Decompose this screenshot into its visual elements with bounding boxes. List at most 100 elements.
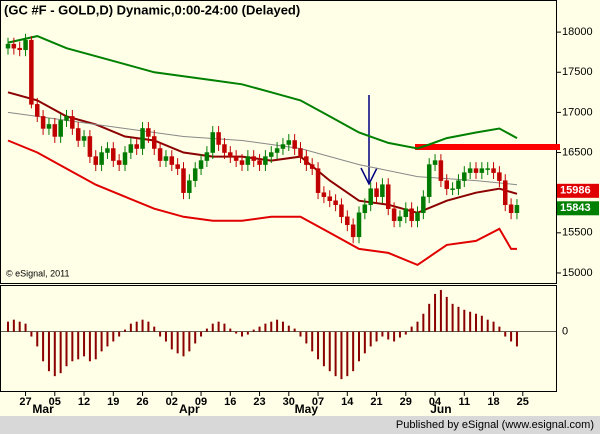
candle-body (432, 160, 438, 165)
histogram-bar (457, 306, 460, 332)
candle-body (368, 188, 373, 205)
month-label: May (295, 402, 319, 416)
candle-body (292, 140, 297, 149)
candle-body (497, 172, 502, 181)
candle-body (426, 164, 432, 197)
band-value-label-box (557, 183, 599, 198)
histogram-bar (223, 323, 226, 332)
candle-body (397, 216, 403, 222)
histogram-bar (463, 309, 466, 332)
candle-body (99, 152, 104, 165)
histogram-bar (164, 331, 167, 342)
histogram-bar (387, 331, 390, 340)
candle-body (75, 128, 81, 141)
candle-body (456, 180, 461, 189)
histogram-bar (486, 319, 489, 332)
candle-body (192, 168, 198, 181)
histogram-bar (322, 331, 325, 367)
candle-body (204, 152, 210, 161)
histogram-bar (30, 331, 33, 337)
candle-body (245, 156, 251, 165)
histogram-bar (42, 331, 45, 362)
candle-body (157, 148, 163, 161)
candle-body (181, 168, 186, 193)
histogram-bar (358, 331, 360, 362)
candle-body (216, 132, 221, 145)
candle-body (257, 160, 262, 165)
y-tick-label: 17500 (562, 66, 593, 78)
candle-body (473, 168, 479, 173)
histogram-bar (404, 331, 407, 335)
candle-body (87, 136, 93, 157)
candle-body (304, 156, 309, 165)
x-tick-label: 26 (136, 396, 148, 408)
histogram-bar (480, 315, 483, 332)
histogram-bar (94, 331, 97, 360)
candle-body (508, 204, 514, 214)
candle-body (228, 152, 233, 157)
histogram-bar (369, 331, 372, 347)
x-tick-label: 23 (253, 396, 265, 408)
candle-body (210, 132, 215, 153)
candle-body (40, 116, 46, 129)
month-label: Jun (430, 402, 451, 416)
candle-body (122, 152, 128, 165)
candle-body (514, 205, 520, 214)
histogram-bar (317, 331, 320, 360)
candle-body (380, 184, 385, 197)
candle-body (421, 196, 426, 214)
band-value-label: 15986 (560, 185, 591, 197)
histogram-bar (492, 321, 495, 332)
histogram-bar (59, 331, 62, 374)
histogram-bar (451, 303, 454, 332)
histogram-bar (65, 331, 68, 367)
candle-body (64, 116, 69, 121)
candle-body (93, 156, 98, 165)
histogram-bar (287, 325, 290, 332)
histogram-bar (188, 331, 191, 352)
histogram-bar (205, 328, 208, 332)
histogram-bar (422, 313, 425, 332)
histogram-bar (469, 311, 472, 332)
histogram-bar (276, 319, 279, 332)
histogram-bar (311, 331, 314, 352)
histogram-bar (141, 319, 144, 332)
publisher: Published by eSignal (www.esignal.com) (396, 419, 594, 431)
histogram-bar (252, 329, 255, 332)
candle-body (479, 168, 485, 173)
arrow-head (360, 167, 378, 186)
x-tick-label: 30 (283, 396, 295, 408)
candle-body (391, 208, 397, 222)
histogram-bar (53, 331, 56, 377)
candle-body (52, 124, 58, 137)
histogram-bar (334, 331, 337, 377)
candle-body (339, 204, 344, 218)
histogram-bar (159, 331, 162, 337)
candle-body (11, 43, 17, 49)
histogram-bar (510, 331, 513, 342)
histogram-bar (182, 331, 185, 357)
candle-body (298, 148, 303, 157)
candle-body (362, 204, 368, 214)
histogram-bar (305, 331, 308, 344)
y-tick-label: 15500 (562, 227, 593, 239)
y-tick-label: 17000 (562, 106, 593, 118)
candle-body (175, 164, 180, 169)
histogram-bar (504, 331, 507, 337)
histogram-bar (211, 323, 214, 332)
histogram-bar (241, 331, 243, 337)
month-label: Mar (32, 402, 54, 416)
histogram-bar (71, 331, 74, 362)
x-tick-label: 09 (195, 396, 207, 408)
candle-body (491, 168, 496, 173)
histogram-bar (293, 328, 296, 332)
candle-body (280, 144, 286, 149)
candle-body (274, 148, 280, 153)
histogram-bar (47, 331, 50, 372)
month-label: Apr (179, 402, 200, 416)
close-value-label: 15843 (560, 202, 591, 214)
candle-body (128, 144, 134, 153)
histogram-bar (299, 331, 302, 337)
footer-bar (0, 416, 600, 434)
histogram-bar (36, 331, 39, 347)
